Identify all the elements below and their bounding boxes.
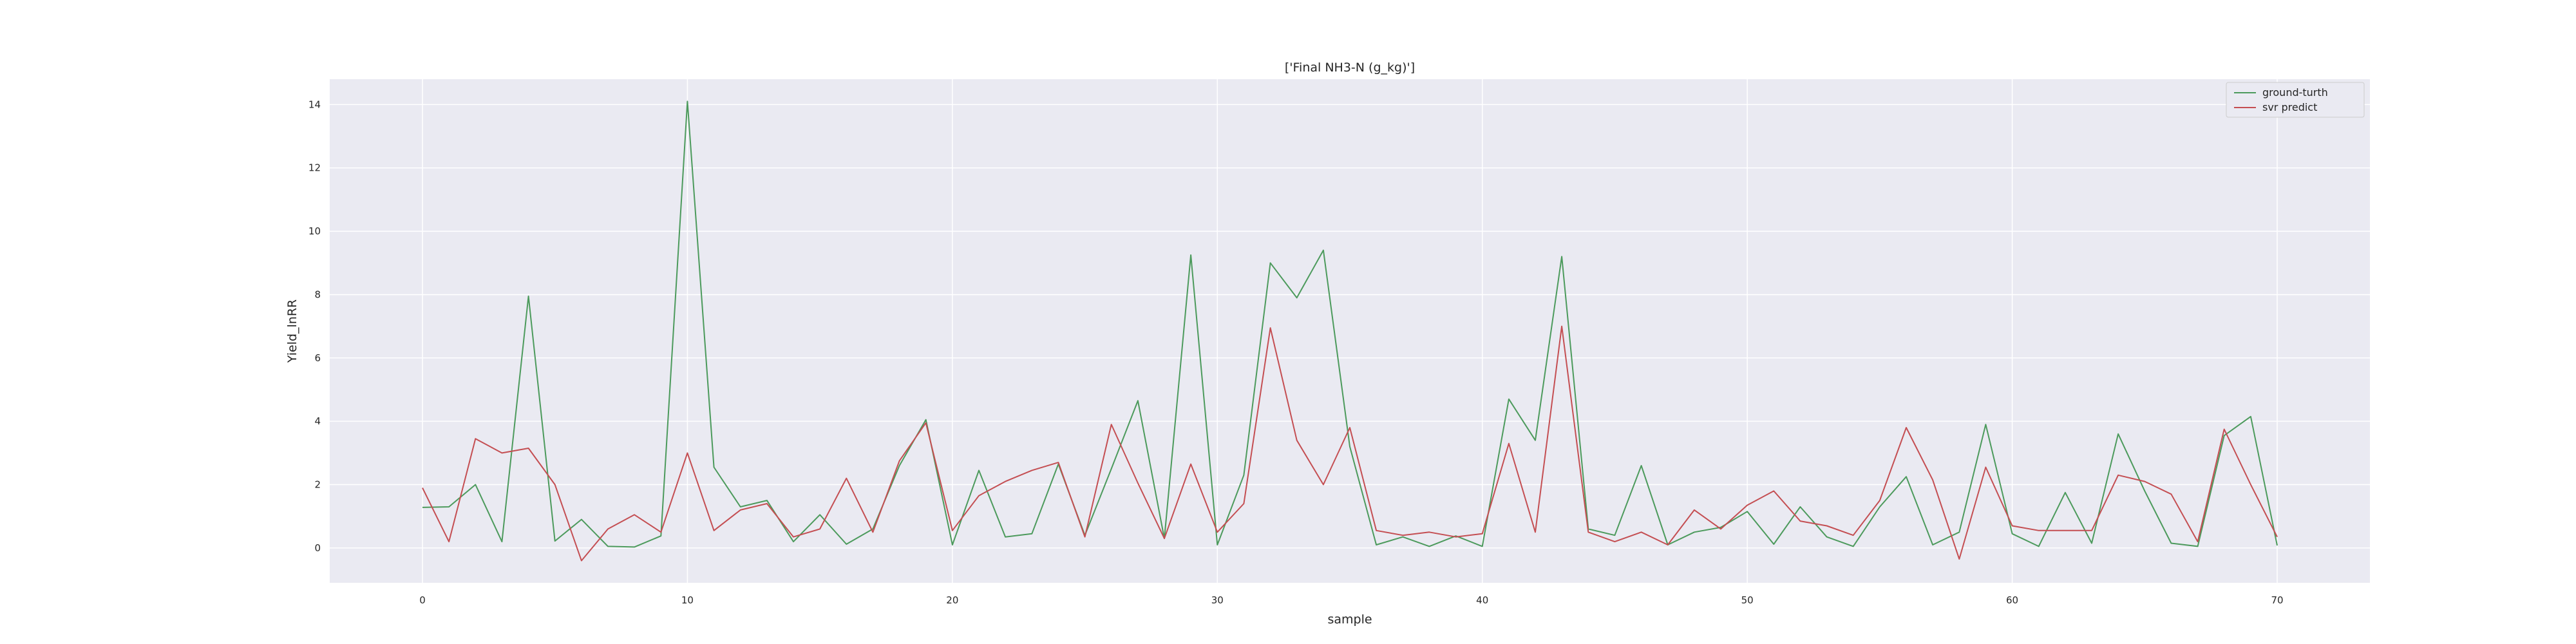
plot-area-background xyxy=(330,79,2370,583)
x-tick-label: 60 xyxy=(2006,594,2018,606)
legend-label-ground-turth: ground-turth xyxy=(2262,86,2328,99)
y-tick-label: 6 xyxy=(314,352,321,364)
x-tick-label: 10 xyxy=(681,594,694,606)
y-tick-label: 2 xyxy=(314,479,321,491)
y-tick-label: 10 xyxy=(308,225,321,237)
x-tick-label: 40 xyxy=(1476,594,1488,606)
y-tick-label: 4 xyxy=(314,415,321,427)
x-tick-label: 20 xyxy=(946,594,958,606)
series-line-ground-turth xyxy=(422,100,2278,548)
y-tick-label: 0 xyxy=(314,542,321,554)
y-axis-label: Yield_lnRR xyxy=(285,299,299,363)
series-line-svr-predict xyxy=(422,325,2278,562)
x-axis-label: sample xyxy=(1327,612,1372,627)
series-lines xyxy=(422,100,2278,562)
legend-box xyxy=(2226,82,2365,118)
y-tick-label: 12 xyxy=(308,162,321,174)
x-tick-label: 50 xyxy=(1741,594,1754,606)
x-tick-label: 30 xyxy=(1211,594,1224,606)
chart-title: ['Final NH3-N (g_kg)'] xyxy=(1285,61,1415,75)
legend: ground-turth svr predict xyxy=(2226,82,2365,118)
tick-labels: 0 10 20 30 40 50 60 70 0 2 4 6 8 10 12 14 xyxy=(308,99,2284,606)
grid-lines xyxy=(330,79,2370,583)
y-tick-label: 14 xyxy=(308,99,321,110)
x-tick-label: 0 xyxy=(419,594,426,606)
x-tick-label: 70 xyxy=(2271,594,2283,606)
y-tick-label: 8 xyxy=(314,289,321,300)
legend-label-svr-predict: svr predict xyxy=(2262,101,2317,113)
